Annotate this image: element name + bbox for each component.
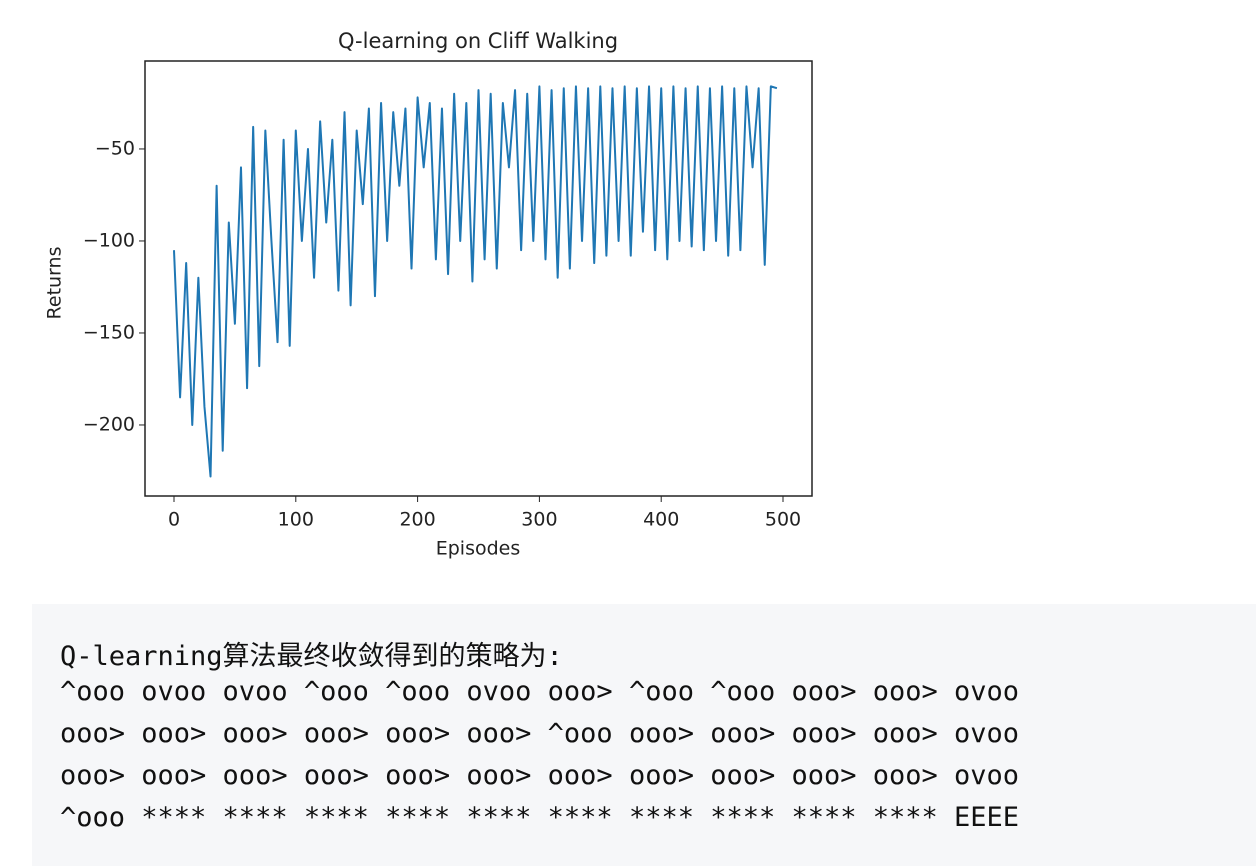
output-row: ^ooo ovoo ovoo ^ooo ^ooo ovoo ooo> ^ooo … (60, 676, 1020, 707)
output-heading: Q-learning算法最终收敛得到的策略为: (60, 641, 563, 672)
y-axis-label: Returns (44, 247, 66, 320)
output-row: ^ooo **** **** **** **** **** **** **** … (60, 802, 1020, 833)
y-tick-label: −200 (83, 413, 135, 435)
data-line (172, 85, 778, 478)
x-tick-label: 0 (168, 509, 180, 531)
plot-frame (144, 60, 813, 497)
x-tick-label: 100 (278, 509, 314, 531)
output-block: Q-learning算法最终收敛得到的策略为: ^ooo ovoo ovoo ^… (32, 604, 1256, 866)
x-tick-label: 200 (399, 509, 435, 531)
output-row: ooo> ooo> ooo> ooo> ooo> ooo> ^ooo ooo> … (60, 718, 1020, 749)
x-tick-label: 300 (521, 509, 557, 531)
chart-title: Q-learning on Cliff Walking (338, 29, 618, 53)
output-row: ooo> ooo> ooo> ooo> ooo> ooo> ooo> ooo> … (60, 760, 1020, 791)
x-axis-label: Episodes (436, 538, 521, 560)
y-tick-label: −50 (95, 137, 135, 159)
y-tick-label: −150 (83, 321, 135, 343)
x-tick-label: 500 (765, 509, 801, 531)
y-tick-label: −100 (83, 229, 135, 251)
x-tick-label: 400 (643, 509, 679, 531)
chart: Q-learning on Cliff Walking Episodes Ret… (44, 29, 813, 560)
